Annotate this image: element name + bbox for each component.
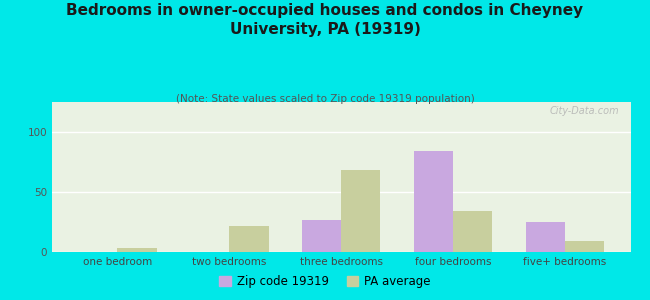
Bar (118, 248, 157, 252)
Bar (302, 220, 341, 252)
Bar (414, 151, 453, 252)
Bar (229, 226, 268, 252)
Text: (Note: State values scaled to Zip code 19319 population): (Note: State values scaled to Zip code 1… (176, 94, 474, 104)
Bar (565, 241, 604, 252)
Text: City-Data.com: City-Data.com (549, 106, 619, 116)
Text: Bedrooms in owner-occupied houses and condos in Cheyney
University, PA (19319): Bedrooms in owner-occupied houses and co… (66, 3, 584, 37)
Bar (526, 222, 565, 252)
Bar (453, 211, 492, 252)
Legend: Zip code 19319, PA average: Zip code 19319, PA average (214, 270, 436, 292)
Bar (341, 170, 380, 252)
